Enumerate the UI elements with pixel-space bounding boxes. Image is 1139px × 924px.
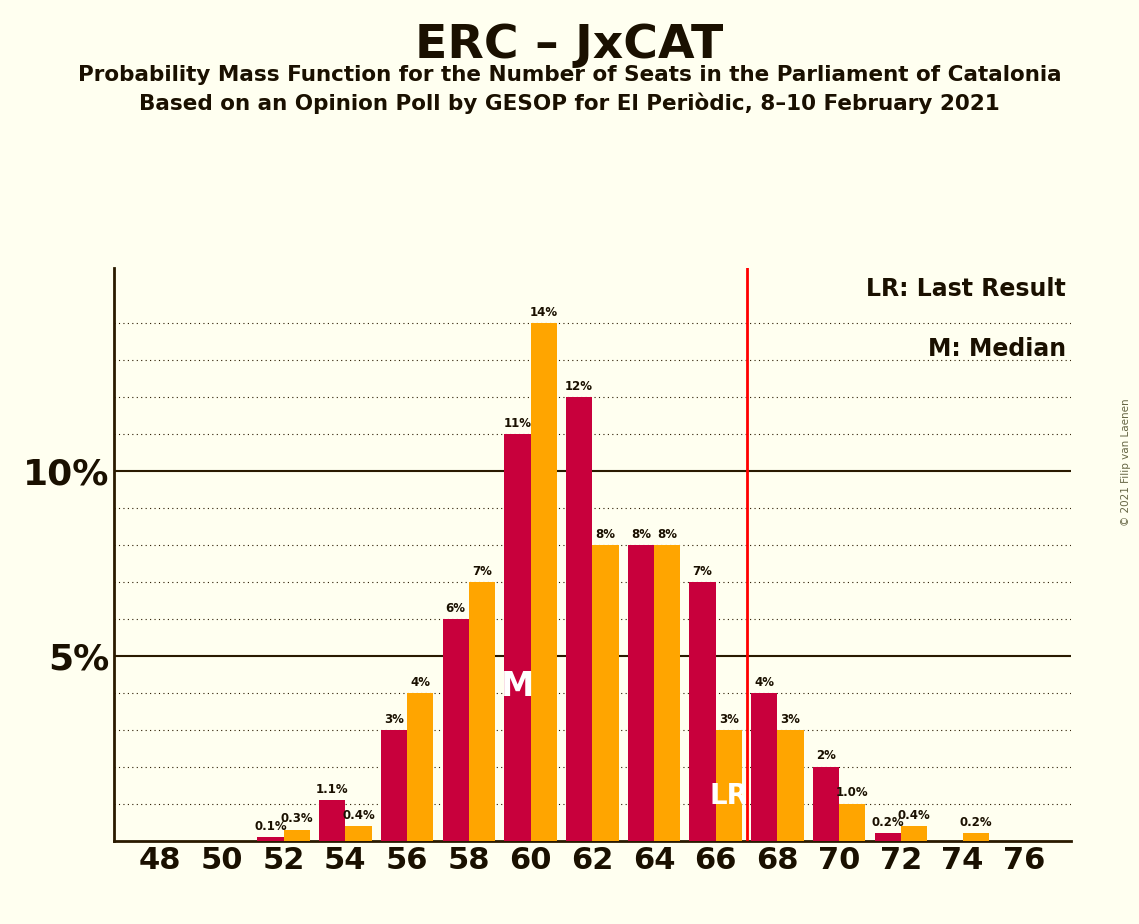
Bar: [654, 545, 680, 841]
Bar: [962, 833, 989, 841]
Bar: [407, 693, 433, 841]
Text: 6%: 6%: [445, 602, 466, 614]
Text: 3%: 3%: [780, 712, 801, 725]
Text: 7%: 7%: [472, 565, 492, 578]
Bar: [752, 693, 778, 841]
Text: Based on an Opinion Poll by GESOP for El Periòdic, 8–10 February 2021: Based on an Opinion Poll by GESOP for El…: [139, 92, 1000, 114]
Text: 7%: 7%: [693, 565, 713, 578]
Text: 8%: 8%: [631, 528, 650, 541]
Bar: [345, 826, 371, 841]
Text: © 2021 Filip van Laenen: © 2021 Filip van Laenen: [1121, 398, 1131, 526]
Bar: [901, 826, 927, 841]
Text: 0.2%: 0.2%: [959, 816, 992, 829]
Text: 3%: 3%: [719, 712, 739, 725]
Text: M: M: [501, 670, 534, 703]
Text: 12%: 12%: [565, 380, 593, 393]
Text: 1.0%: 1.0%: [836, 786, 869, 799]
Bar: [813, 767, 839, 841]
Text: 0.2%: 0.2%: [871, 816, 904, 829]
Text: 0.4%: 0.4%: [342, 808, 375, 821]
Text: 14%: 14%: [530, 306, 558, 319]
Text: 0.1%: 0.1%: [254, 820, 287, 833]
Bar: [875, 833, 901, 841]
Text: Probability Mass Function for the Number of Seats in the Parliament of Catalonia: Probability Mass Function for the Number…: [77, 65, 1062, 85]
Bar: [443, 619, 469, 841]
Text: 8%: 8%: [596, 528, 615, 541]
Bar: [531, 323, 557, 841]
Text: 0.3%: 0.3%: [280, 812, 313, 825]
Bar: [592, 545, 618, 841]
Text: 0.4%: 0.4%: [898, 808, 931, 821]
Bar: [380, 730, 407, 841]
Text: 2%: 2%: [817, 749, 836, 762]
Text: ERC – JxCAT: ERC – JxCAT: [416, 23, 723, 68]
Bar: [469, 582, 495, 841]
Text: LR: LR: [710, 783, 748, 810]
Text: M: Median: M: Median: [928, 336, 1066, 360]
Bar: [566, 397, 592, 841]
Bar: [689, 582, 715, 841]
Text: 4%: 4%: [410, 675, 431, 688]
Text: 3%: 3%: [384, 712, 404, 725]
Text: 1.1%: 1.1%: [316, 783, 349, 796]
Bar: [715, 730, 741, 841]
Text: 8%: 8%: [657, 528, 677, 541]
Bar: [505, 434, 531, 841]
Bar: [839, 804, 866, 841]
Bar: [284, 830, 310, 841]
Bar: [628, 545, 654, 841]
Bar: [257, 837, 284, 841]
Text: 4%: 4%: [754, 675, 775, 688]
Text: LR: Last Result: LR: Last Result: [866, 276, 1066, 300]
Text: 11%: 11%: [503, 417, 532, 430]
Bar: [778, 730, 804, 841]
Bar: [319, 800, 345, 841]
